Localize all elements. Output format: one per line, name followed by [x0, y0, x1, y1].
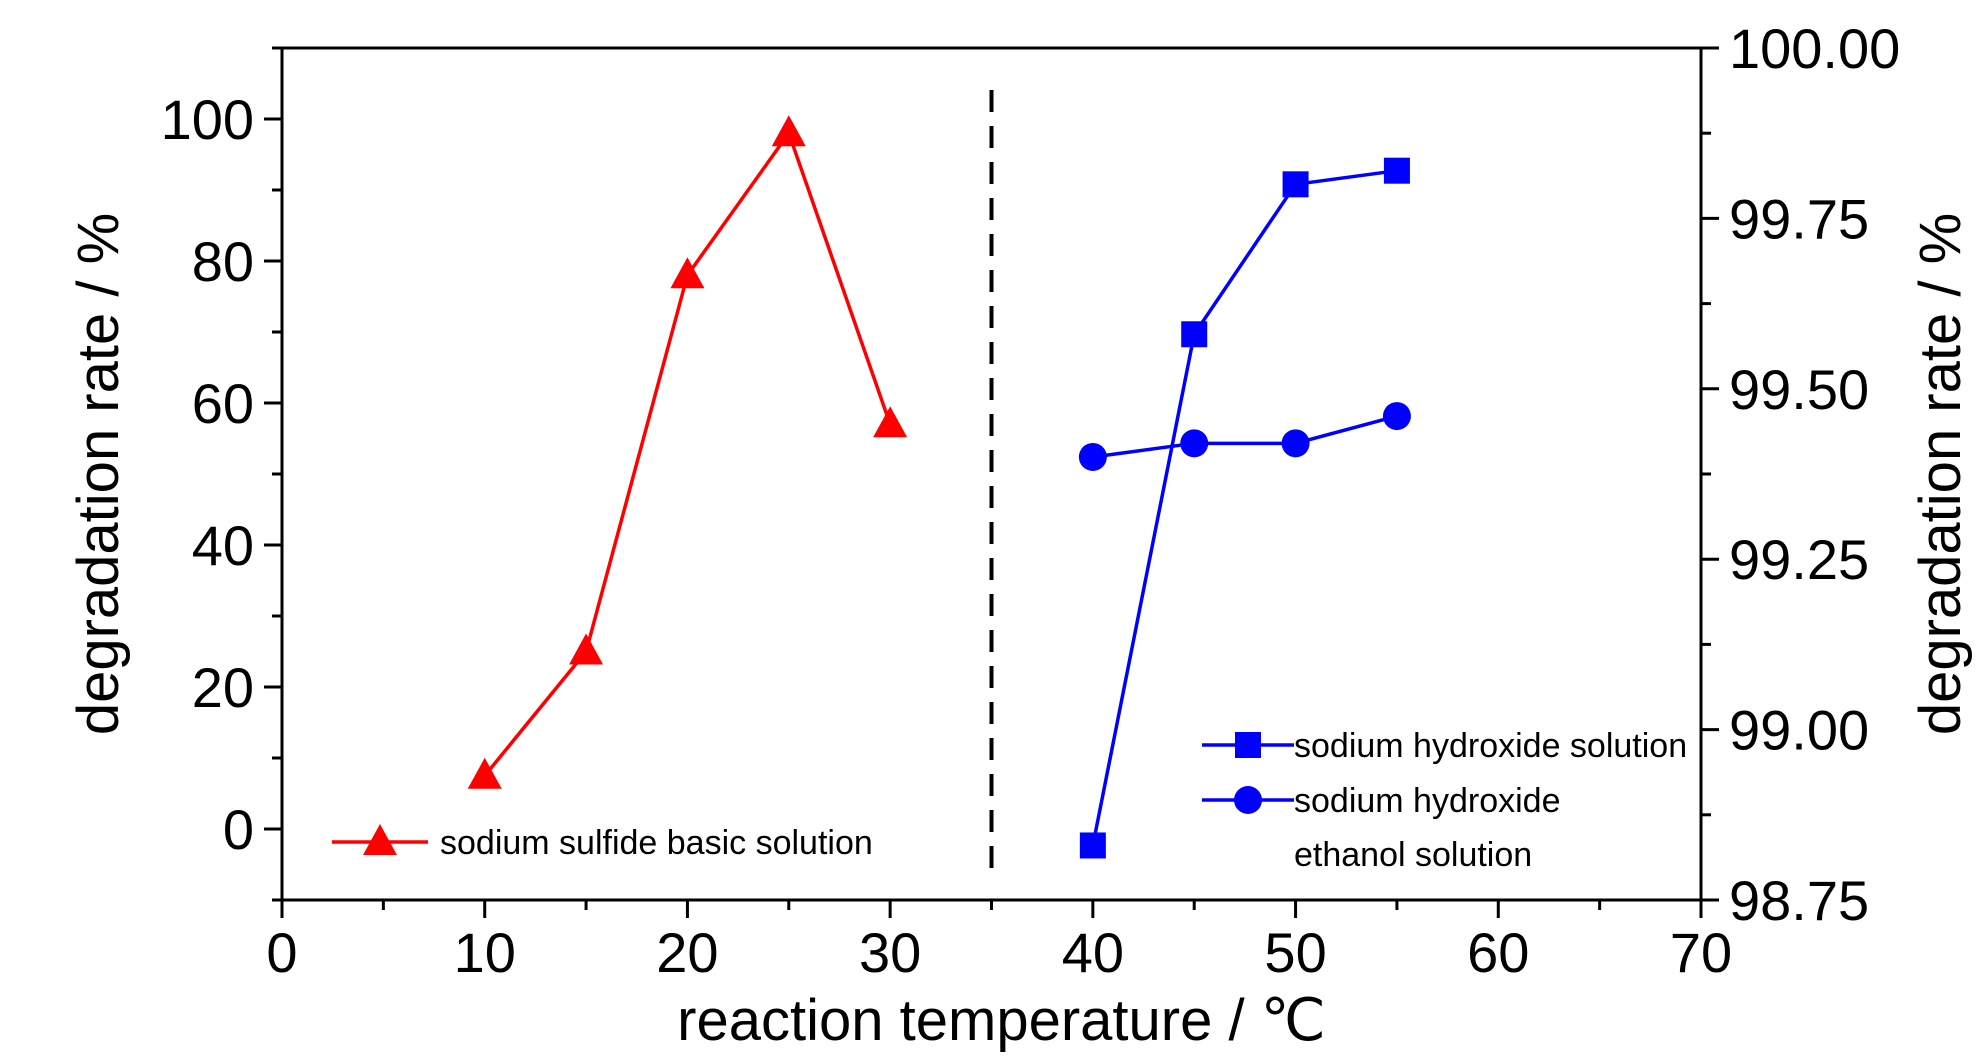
y-left-axis-title: degradation rate / %: [66, 213, 131, 735]
x-tick-label: 60: [1467, 921, 1529, 984]
x-tick-label: 10: [454, 921, 516, 984]
data-point-circle: [1382, 402, 1411, 431]
x-tick-label: 50: [1264, 921, 1326, 984]
data-point-triangle: [569, 633, 604, 665]
x-tick-label: 20: [656, 921, 718, 984]
y-right-tick-label: 99.00: [1729, 699, 1869, 762]
x-tick-label: 70: [1670, 921, 1732, 984]
data-point-triangle: [467, 757, 502, 789]
legend-marker-circle: [1234, 786, 1262, 814]
y-left-tick-label: 60: [192, 372, 254, 435]
legend-marker-triangle: [363, 824, 397, 855]
data-point-circle: [1078, 442, 1107, 471]
legend-label: sodium hydroxide: [1294, 782, 1560, 820]
series-line-triangle: [483, 129, 892, 777]
series-line-square: [1091, 168, 1398, 846]
y-right-tick-label: 99.50: [1729, 358, 1869, 421]
y-left-tick-label: 80: [192, 230, 254, 293]
series-layer: [467, 115, 1411, 859]
axes-layer: 0 10 20 30 40 50 60 70 0 20 40 60 80 100 98.75 99.00 99.…: [66, 17, 1973, 1053]
x-tick-label: 30: [859, 921, 921, 984]
legend-label: sodium hydroxide solution: [1294, 727, 1687, 765]
data-point-square: [1079, 832, 1106, 859]
legend-marker-square: [1235, 732, 1261, 758]
y-right-tick-label: 98.75: [1729, 869, 1869, 932]
x-axis-title: reaction temperature / ℃: [677, 988, 1326, 1053]
y-left-tick-label: 20: [192, 656, 254, 719]
legend-layer: sodium sulfide basic solution sodium hydr…: [332, 727, 1687, 874]
data-point-square: [1383, 157, 1410, 184]
data-point-triangle: [873, 406, 908, 438]
data-point-triangle: [771, 115, 806, 147]
data-point-circle: [1281, 429, 1310, 458]
y-right-axis-title: degradation rate / %: [1908, 213, 1973, 735]
y-left-tick-label: 40: [192, 514, 254, 577]
series-line-circle: [1092, 414, 1398, 459]
y-left-tick-label: 100: [161, 88, 254, 151]
data-point-circle: [1180, 429, 1209, 458]
data-point-square: [1282, 171, 1309, 198]
x-tick-label: 0: [266, 921, 297, 984]
data-point-square: [1181, 321, 1208, 348]
legend-label: sodium sulfide basic solution: [440, 824, 873, 862]
y-right-tick-label: 99.75: [1729, 187, 1869, 250]
data-point-triangle: [670, 257, 705, 289]
y-right-tick-label: 100.00: [1729, 17, 1900, 80]
y-right-tick-label: 99.25: [1729, 528, 1869, 591]
y-left-tick-label: 0: [223, 798, 254, 861]
x-tick-label: 40: [1062, 921, 1124, 984]
legend-label: ethanol solution: [1294, 836, 1532, 874]
